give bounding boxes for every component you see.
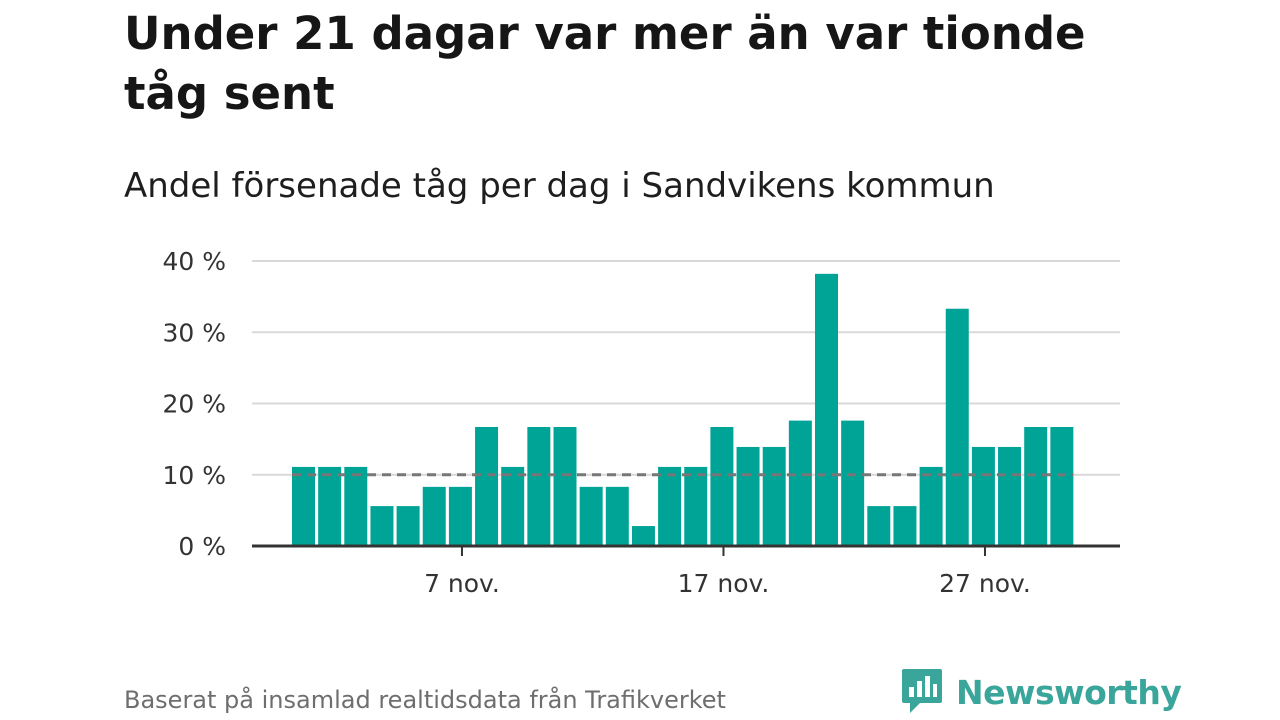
bar — [370, 506, 394, 546]
brand: Newsworthy — [900, 668, 1182, 716]
bar — [396, 506, 420, 546]
y-tick-label: 20 % — [162, 390, 226, 419]
bar — [762, 446, 786, 546]
bars — [292, 273, 1074, 546]
x-tick-label: 7 nov. — [424, 569, 500, 598]
x-tick-label: 17 nov. — [678, 569, 770, 598]
brand-name: Newsworthy — [956, 672, 1182, 712]
bar — [998, 446, 1022, 546]
bar — [841, 420, 865, 546]
x-axis: 7 nov. 17 nov. 27 nov. — [252, 544, 1120, 598]
bar — [1024, 427, 1048, 546]
bar — [893, 506, 917, 546]
x-tick-label: 27 nov. — [939, 569, 1031, 598]
bar — [501, 466, 525, 546]
bar — [684, 466, 708, 546]
bar — [919, 466, 943, 546]
bar — [344, 466, 368, 546]
y-tick-label: 30 % — [162, 318, 226, 347]
chart-title: Under 21 dagar var mer än var tionde tåg… — [124, 7, 1086, 120]
y-tick-labels: 0 % 10 % 20 % 30 % 40 % — [162, 247, 226, 561]
bar — [553, 427, 577, 546]
bar — [448, 486, 472, 546]
bar — [815, 273, 838, 546]
bar — [1050, 427, 1074, 546]
bar — [971, 446, 995, 546]
bar — [292, 466, 315, 546]
bar — [867, 506, 891, 546]
bar — [631, 526, 655, 546]
y-tick-label: 0 % — [178, 532, 226, 561]
bar — [605, 486, 629, 546]
bar — [579, 486, 603, 546]
bar — [658, 466, 682, 546]
newsworthy-logo-icon — [902, 669, 942, 713]
bar — [736, 446, 760, 546]
bar — [788, 420, 812, 546]
chart-subtitle: Andel försenade tåg per dag i Sandvikens… — [124, 166, 995, 206]
bar — [318, 466, 342, 546]
bar — [945, 308, 969, 546]
gridlines — [252, 260, 1120, 476]
bar — [710, 427, 734, 546]
source-note: Baserat på insamlad realtidsdata från Tr… — [124, 686, 726, 714]
y-tick-label: 40 % — [162, 247, 226, 276]
bar — [475, 427, 499, 546]
y-tick-label: 10 % — [162, 461, 226, 490]
bar — [422, 486, 446, 546]
bar — [527, 427, 551, 546]
